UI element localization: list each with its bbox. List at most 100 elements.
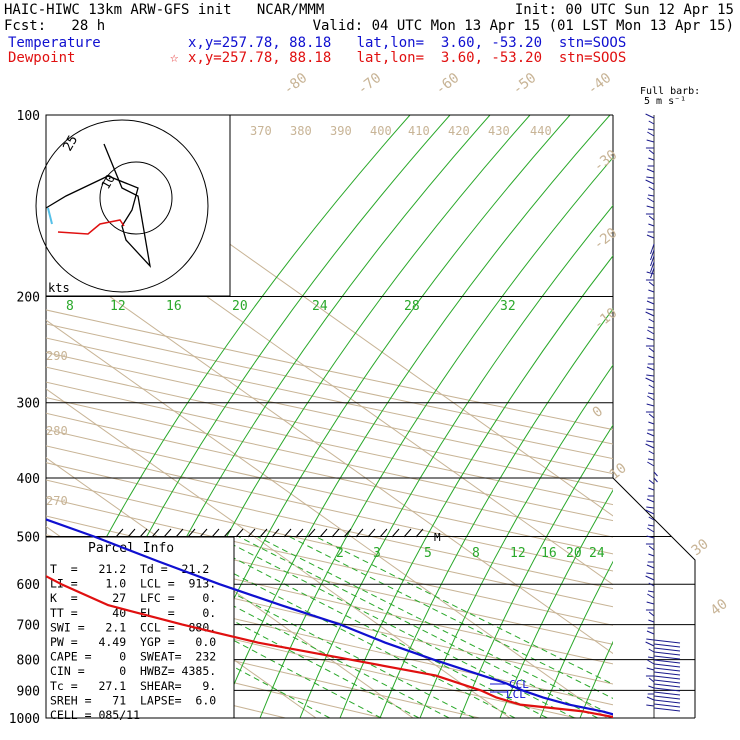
isotherm-label: -80 [281,70,311,98]
wind-barb [646,564,655,569]
parcel-info-row: K = 27 LFC = 0. [50,591,216,605]
wind-barb-feather [653,707,681,712]
theta-label: 290 [46,349,68,363]
theta-label: 420 [448,124,470,138]
wind-barb [645,179,655,185]
isotherm-label: -20 [591,225,621,253]
hodograph-frame [45,114,231,297]
wind-barb-feather [653,699,681,704]
legend-temperature-label: Temperature [8,35,101,51]
hatch-mark [271,528,280,538]
wind-barb-feather [653,691,681,696]
wind-barb [646,440,655,443]
wind-barb [645,311,655,317]
wind-barb [648,648,655,653]
wind-barb-feather [653,647,681,652]
wind-barb [648,157,655,161]
wind-barb [646,366,655,371]
hatch-mark [187,528,196,538]
wind-barb [647,194,655,197]
moist-adiabat-line [259,156,613,718]
isotherm-line [46,388,511,718]
wind-barb [646,176,655,179]
wind-barb [647,329,655,335]
theta-label: 280 [46,424,68,438]
hatch-mark [235,528,244,538]
hodograph: 25 10 kts [35,114,231,297]
mixing-ratio-dashed [216,536,575,718]
wind-barb [648,479,655,485]
hodograph-ring-label: 25 [60,133,81,154]
isotherm-label: -10 [591,305,621,333]
hatch-mark [391,528,400,538]
theta-label: 440 [530,124,552,138]
mixing-ratio-label: 12 [510,546,526,561]
wind-barb [648,677,655,683]
wind-barb [645,443,655,449]
hatch-mark [295,528,304,538]
wind-barb [650,261,655,273]
parcel-info-row: CIN = 0 HWBZ= 4385. [50,664,216,678]
mixing-ratio-dashed [124,536,475,718]
wind-barb [648,450,655,455]
wind-barb [645,509,655,515]
mixing-ratio-dashed [161,536,516,718]
parcel-info-row: PW = 4.49 YGP = 0.0 [50,635,216,649]
wind-barb [646,205,655,209]
wind-barb [645,575,655,581]
wind-barb-feather [653,687,681,692]
hatch-mark [199,528,208,538]
wind-barb [648,215,655,221]
header-init-time: Init: 00 UTC Sun 12 Apr 15 [514,2,734,18]
wind-barb [646,498,655,503]
dry-adiabat-line [46,337,613,460]
wind-barb-feather [653,683,681,688]
hatch-mark [223,528,232,538]
parcel-info-row: CELL = 085/11 [50,708,140,722]
wind-barb [648,384,655,389]
wind-barb [646,168,655,173]
parcel-info-row: T = 21.2 Td = 21.2 [50,562,209,576]
isotherm-line [46,250,613,655]
mixing-ratio-dashed [238,536,598,718]
hodograph-trace [45,143,152,269]
theta-label: 380 [290,124,312,138]
wind-barb [650,255,655,267]
hatch-mark [163,528,172,538]
hatch-mark [319,528,328,538]
wind-barb [647,527,655,533]
wind-barb [647,128,655,131]
theta-label: 270 [46,494,68,508]
wind-barb [646,374,655,377]
pressure-label-1000: 1000 [9,712,40,727]
wind-barb [647,197,655,203]
moist-adiabat-line [299,204,613,718]
wind-barb-feather [653,675,681,680]
wind-barb [648,281,655,287]
hodograph-trace-lower [57,219,125,235]
wind-barb [647,659,655,665]
parcel-info-row: Tc = 27.1 SHEAR= 9. [50,679,216,693]
wind-barb-feather [653,703,681,708]
ccl-label: CCL [509,678,529,691]
hatch-mark [151,528,160,538]
mixing-ratio-label: 24 [312,299,328,314]
parcel-info-frame [45,536,235,719]
wind-barb-feather [653,667,681,672]
isotherm-label: 0 [590,403,606,421]
isotherm-label: -60 [433,70,463,98]
temperature-profile [46,518,613,716]
pressure-axis-labels: 100 200 300 400 500 600 700 800 900 1000 [9,109,40,727]
wind-barbs [645,113,681,718]
dry-adiabat-line [46,351,613,475]
wind-barb [648,421,655,425]
wind-barb [648,516,655,521]
dry-adiabat-line [46,445,613,572]
hatch-mark [115,528,124,538]
wind-barb [648,120,655,125]
hatch-mark [355,528,364,538]
theta-label: 370 [250,124,272,138]
legend-dewpoint-star-icon: ☆ [170,50,179,66]
mixing-ratio-label: 3 [373,546,381,561]
wind-barb [646,704,655,707]
